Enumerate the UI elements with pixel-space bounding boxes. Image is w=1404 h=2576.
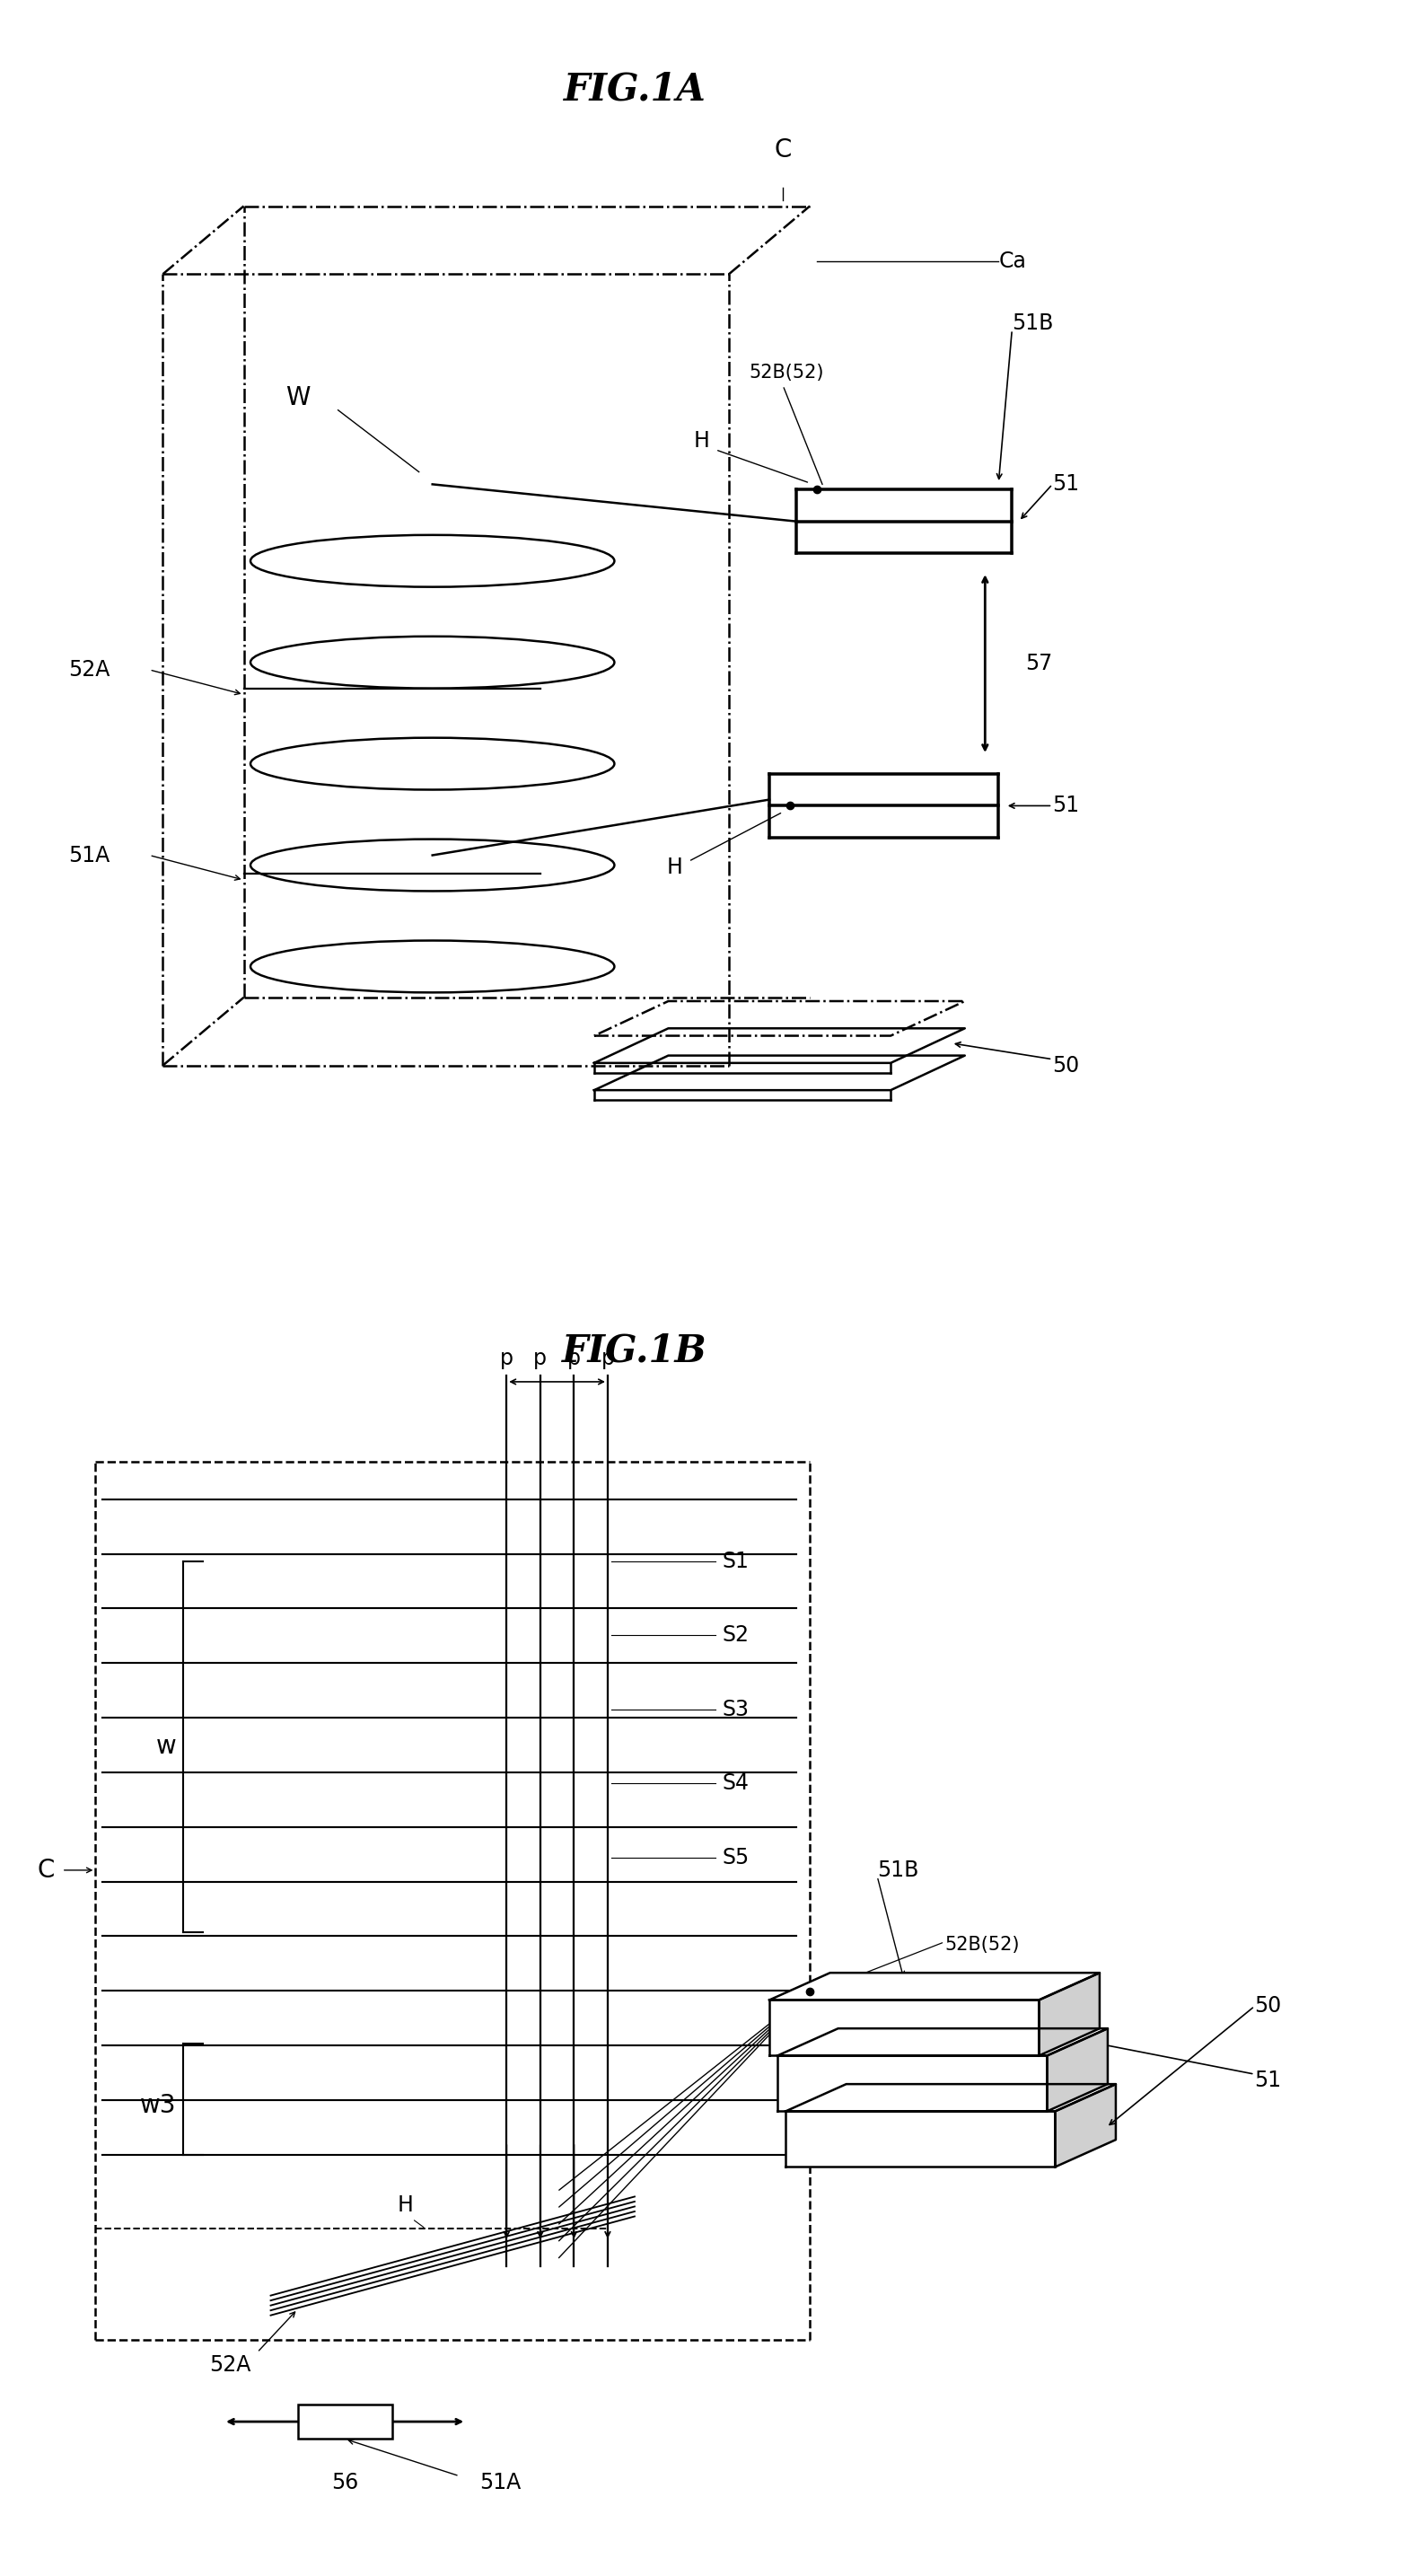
Text: C: C <box>774 137 792 162</box>
Text: H: H <box>397 2195 414 2215</box>
Text: 51A: 51A <box>69 845 110 866</box>
Text: w3: w3 <box>140 2092 177 2117</box>
Text: 51A: 51A <box>480 2470 521 2494</box>
Text: 56: 56 <box>331 2470 358 2494</box>
Text: p: p <box>534 1347 548 1370</box>
Text: 52A: 52A <box>69 659 110 680</box>
Text: 51: 51 <box>1053 474 1080 495</box>
Text: C: C <box>38 1857 55 1883</box>
Text: 51B: 51B <box>1012 312 1053 335</box>
Text: H: H <box>667 858 684 878</box>
Text: Ca: Ca <box>998 250 1026 273</box>
Text: H: H <box>694 430 710 451</box>
Text: 51B: 51B <box>878 1860 918 1880</box>
Polygon shape <box>786 2084 1116 2112</box>
Text: p: p <box>567 1347 581 1370</box>
Polygon shape <box>1056 2084 1116 2166</box>
Text: S2: S2 <box>722 1625 750 1646</box>
Text: 52A: 52A <box>209 2354 251 2375</box>
Text: W: W <box>285 386 310 410</box>
Polygon shape <box>769 1999 1039 2056</box>
Bar <box>298 2403 392 2439</box>
Text: w: w <box>156 1734 177 1759</box>
Polygon shape <box>769 1973 1099 1999</box>
Text: 57: 57 <box>1025 652 1053 675</box>
Text: 51: 51 <box>1053 796 1080 817</box>
Polygon shape <box>778 2027 1108 2056</box>
Text: S4: S4 <box>722 1772 750 1795</box>
Text: S1: S1 <box>722 1551 750 1571</box>
Text: 52B(52): 52B(52) <box>945 1935 1019 1953</box>
Text: S5: S5 <box>722 1847 750 1868</box>
Text: 51: 51 <box>1255 2069 1282 2092</box>
Text: 50: 50 <box>1053 1054 1080 1077</box>
Polygon shape <box>786 2112 1056 2166</box>
Polygon shape <box>778 2056 1047 2112</box>
Text: p: p <box>500 1347 514 1370</box>
Text: FIG.1B: FIG.1B <box>562 1332 708 1370</box>
Polygon shape <box>1039 1973 1099 2056</box>
Text: S3: S3 <box>722 1698 750 1721</box>
Text: 52B(52): 52B(52) <box>750 363 824 381</box>
Text: 50: 50 <box>1255 1996 1282 2017</box>
Text: FIG.1A: FIG.1A <box>563 70 706 108</box>
Text: p: p <box>601 1347 615 1370</box>
Polygon shape <box>1047 2027 1108 2112</box>
